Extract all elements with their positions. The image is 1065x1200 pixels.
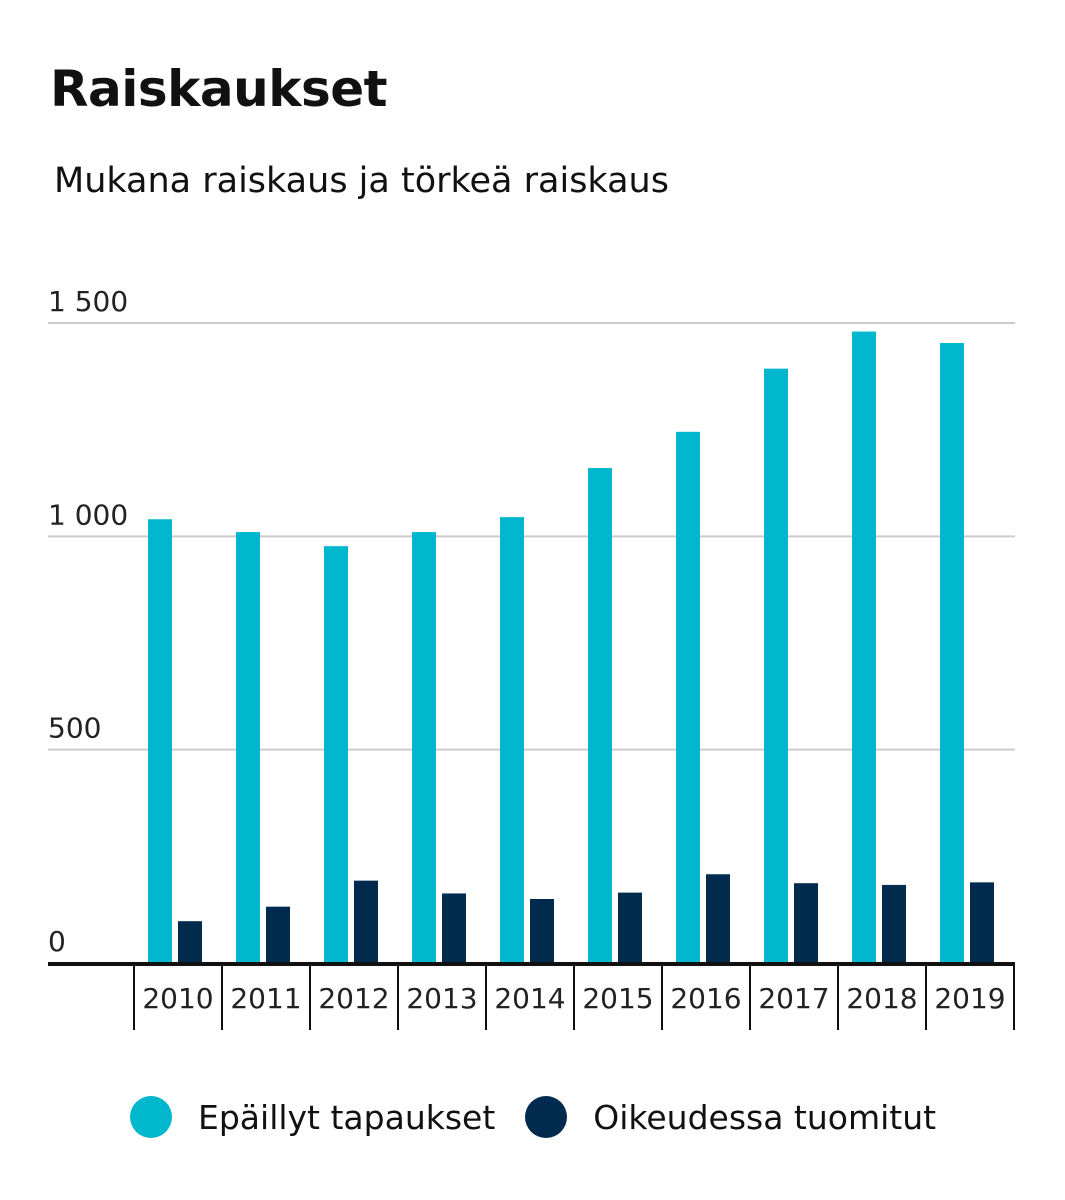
bar-convicted-2018 (882, 884, 906, 963)
x-tick-label-2013: 2013 (406, 982, 477, 1015)
chart-title: Raiskaukset (50, 60, 388, 118)
y-tick-label-1000: 1 000 (48, 498, 128, 531)
bars (148, 331, 994, 963)
bar-convicted-2013 (442, 893, 466, 963)
y-tick-label-500: 500 (48, 712, 101, 745)
bar-convicted-2019 (970, 882, 994, 963)
x-axis-ticks: 2010 2011 2012 2013 2014 2015 2016 2017 2018 2019 (133, 963, 1015, 1030)
bar-suspected-2011 (236, 532, 260, 963)
legend-swatch-suspected (130, 1096, 172, 1138)
legend-label-suspected: Epäillyt tapaukset (198, 1097, 496, 1137)
legend-item-suspected: Epäillyt tapaukset (130, 1096, 495, 1138)
bar-convicted-2014 (530, 899, 554, 963)
legend: Epäillyt tapaukset Oikeudessa tuomitut (130, 1096, 966, 1138)
bar-suspected-2018 (852, 331, 876, 963)
bar-suspected-2010 (148, 519, 172, 963)
x-tick-label-2014: 2014 (494, 982, 565, 1015)
x-tick-label-2017: 2017 (758, 982, 829, 1015)
legend-item-convicted: Oikeudessa tuomitut (525, 1096, 936, 1138)
x-tick-label-2016: 2016 (670, 982, 741, 1015)
bar-suspected-2013 (412, 532, 436, 963)
bar-convicted-2015 (618, 892, 642, 963)
bar-suspected-2017 (764, 368, 788, 963)
bar-suspected-2015 (588, 468, 612, 963)
legend-label-convicted: Oikeudessa tuomitut (593, 1097, 937, 1137)
x-tick-label-2018: 2018 (846, 982, 917, 1015)
y-tick-label-0: 0 (48, 925, 66, 958)
x-tick-label-2019: 2019 (934, 982, 1005, 1015)
legend-swatch-convicted (525, 1096, 568, 1138)
bar-suspected-2019 (940, 343, 964, 963)
x-tick-label-2010: 2010 (142, 982, 213, 1015)
y-axis-ticks: 0 500 1 000 1 500 (48, 285, 128, 958)
chart-subtitle: Mukana raiskaus ja törkeä raiskaus (54, 161, 669, 201)
bar-convicted-2017 (794, 883, 818, 963)
bar-convicted-2012 (354, 880, 378, 963)
bar-suspected-2012 (324, 546, 348, 963)
x-tick-label-2011: 2011 (230, 982, 301, 1015)
x-tick-label-2015: 2015 (582, 982, 653, 1015)
bar-suspected-2016 (676, 431, 700, 963)
y-tick-label-1500: 1 500 (48, 285, 128, 318)
bar-suspected-2014 (500, 517, 524, 963)
bar-convicted-2016 (706, 874, 730, 963)
bar-convicted-2011 (266, 906, 290, 963)
bar-convicted-2010 (178, 921, 202, 963)
x-tick-label-2012: 2012 (318, 982, 389, 1015)
